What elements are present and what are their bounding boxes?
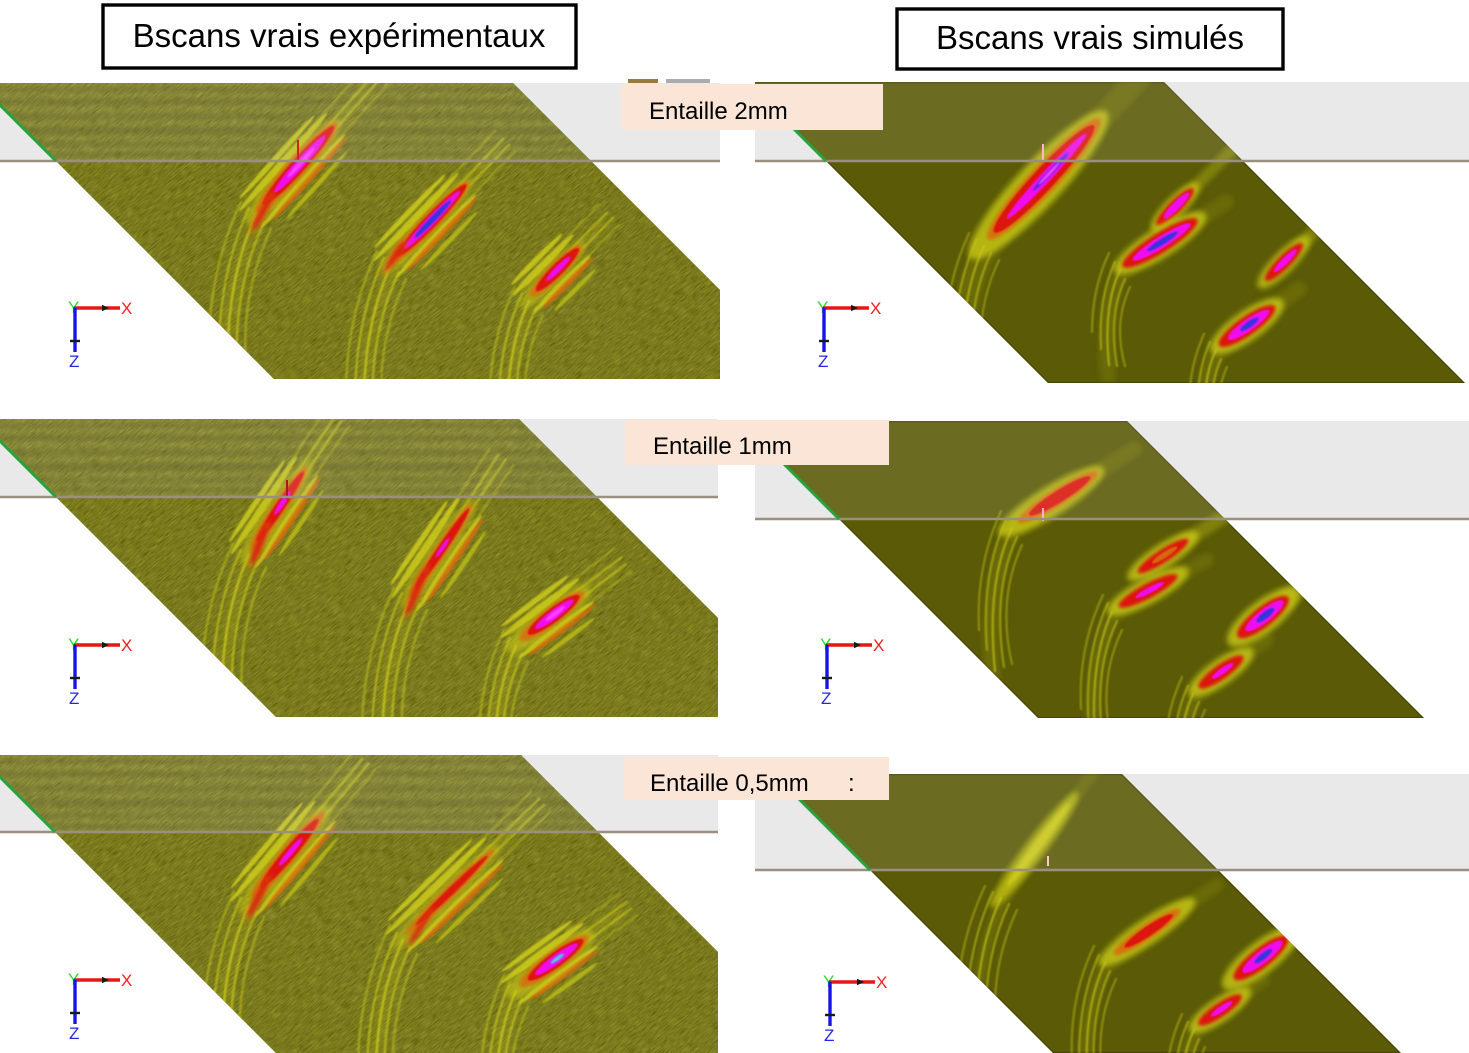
svg-text:Bscans vrais expérimentaux: Bscans vrais expérimentaux xyxy=(133,17,546,54)
svg-text::: : xyxy=(848,770,855,797)
svg-text:X: X xyxy=(870,299,881,318)
svg-text:Entaille 1mm: Entaille 1mm xyxy=(653,433,792,460)
svg-text:Z: Z xyxy=(69,352,79,371)
svg-text:Z: Z xyxy=(824,1026,834,1045)
svg-text:Z: Z xyxy=(69,1024,79,1043)
svg-text:Z: Z xyxy=(821,689,831,708)
svg-text:X: X xyxy=(876,973,887,992)
svg-text:X: X xyxy=(121,971,132,990)
svg-text:Entaille 2mm: Entaille 2mm xyxy=(649,98,788,125)
svg-text:Entaille 0,5mm: Entaille 0,5mm xyxy=(650,770,809,797)
svg-text:X: X xyxy=(121,299,132,318)
svg-text:X: X xyxy=(873,636,884,655)
svg-text:Bscans vrais simulés: Bscans vrais simulés xyxy=(936,19,1244,56)
svg-text:X: X xyxy=(121,636,132,655)
svg-text:Z: Z xyxy=(818,352,828,371)
svg-text:Z: Z xyxy=(69,689,79,708)
